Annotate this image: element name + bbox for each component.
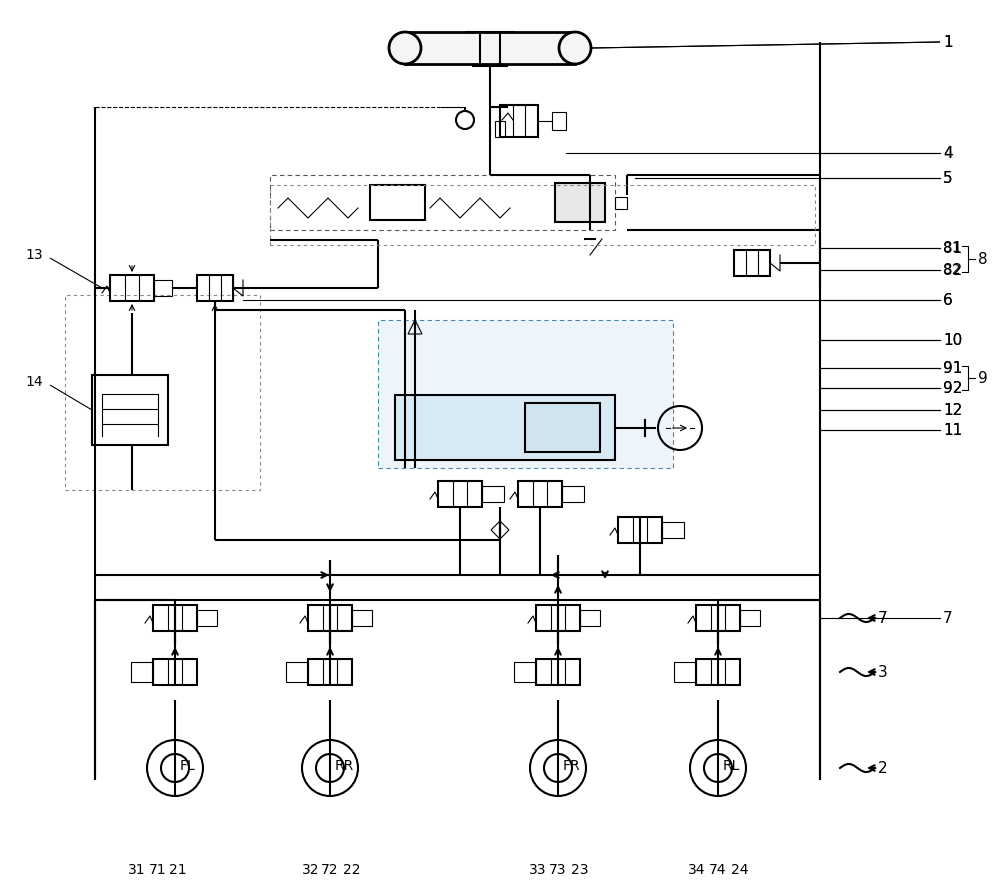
Bar bbox=[395, 395, 615, 460]
Bar bbox=[536, 605, 580, 631]
Bar bbox=[153, 605, 197, 631]
Text: 7: 7 bbox=[878, 610, 888, 625]
Text: 24: 24 bbox=[731, 863, 749, 877]
Text: 5: 5 bbox=[943, 170, 953, 185]
Text: 2: 2 bbox=[878, 761, 888, 776]
Text: RL: RL bbox=[723, 759, 740, 773]
Text: 12: 12 bbox=[943, 402, 962, 418]
Bar bbox=[482, 486, 504, 502]
Text: 4: 4 bbox=[943, 145, 953, 160]
Text: 9: 9 bbox=[978, 371, 988, 385]
Bar bbox=[65, 295, 260, 490]
Text: 21: 21 bbox=[169, 863, 187, 877]
Bar bbox=[110, 275, 154, 301]
Text: 6: 6 bbox=[943, 292, 953, 307]
Text: 73: 73 bbox=[549, 863, 567, 877]
Bar bbox=[131, 662, 153, 682]
Text: 10: 10 bbox=[943, 332, 962, 348]
Text: RR: RR bbox=[335, 759, 354, 773]
Bar bbox=[696, 605, 740, 631]
Bar bbox=[518, 481, 562, 507]
Bar bbox=[286, 662, 308, 682]
Bar bbox=[555, 183, 605, 222]
Bar bbox=[525, 403, 600, 452]
Bar bbox=[740, 610, 760, 626]
Bar bbox=[308, 659, 352, 685]
Text: 10: 10 bbox=[943, 332, 962, 348]
Text: FR: FR bbox=[563, 759, 581, 773]
Bar bbox=[154, 280, 172, 296]
Bar bbox=[92, 375, 168, 445]
Bar bbox=[618, 517, 662, 543]
Text: 8: 8 bbox=[978, 252, 988, 266]
Bar bbox=[552, 112, 566, 130]
Bar bbox=[662, 522, 684, 538]
Text: 4: 4 bbox=[943, 145, 953, 160]
Text: 6: 6 bbox=[943, 292, 953, 307]
Bar bbox=[734, 250, 770, 276]
Bar bbox=[580, 610, 600, 626]
Text: 11: 11 bbox=[943, 423, 962, 437]
Text: 82: 82 bbox=[943, 263, 961, 277]
Text: 74: 74 bbox=[709, 863, 727, 877]
Text: 1: 1 bbox=[943, 35, 953, 49]
Bar bbox=[378, 320, 673, 468]
Text: 81: 81 bbox=[943, 240, 962, 255]
Bar bbox=[615, 196, 627, 209]
Text: FL: FL bbox=[180, 759, 196, 773]
Text: 34: 34 bbox=[688, 863, 706, 877]
Bar bbox=[370, 185, 425, 220]
Text: 14: 14 bbox=[25, 375, 43, 389]
Bar bbox=[562, 486, 584, 502]
Text: 31: 31 bbox=[128, 863, 146, 877]
Text: 13: 13 bbox=[25, 248, 43, 262]
Bar bbox=[270, 185, 815, 245]
Text: 71: 71 bbox=[149, 863, 167, 877]
Text: 72: 72 bbox=[321, 863, 339, 877]
Bar bbox=[438, 481, 482, 507]
Text: 7: 7 bbox=[943, 610, 953, 625]
Text: 33: 33 bbox=[529, 863, 547, 877]
Bar bbox=[197, 275, 233, 301]
Text: 23: 23 bbox=[571, 863, 589, 877]
Circle shape bbox=[559, 32, 591, 64]
Text: 82: 82 bbox=[943, 263, 962, 278]
Text: 92: 92 bbox=[943, 381, 962, 395]
Bar bbox=[153, 659, 197, 685]
Bar bbox=[352, 610, 372, 626]
Bar bbox=[270, 175, 615, 230]
Text: 32: 32 bbox=[302, 863, 320, 877]
Bar bbox=[500, 105, 538, 137]
Text: 22: 22 bbox=[343, 863, 361, 877]
Bar bbox=[197, 610, 217, 626]
Text: 5: 5 bbox=[943, 170, 953, 185]
Bar bbox=[495, 121, 505, 137]
Bar bbox=[514, 662, 536, 682]
Text: 1: 1 bbox=[943, 35, 953, 49]
Bar bbox=[405, 32, 575, 64]
Text: 91: 91 bbox=[943, 360, 962, 375]
Text: 12: 12 bbox=[943, 402, 962, 418]
Text: 91: 91 bbox=[943, 360, 962, 375]
Bar bbox=[696, 659, 740, 685]
Text: 3: 3 bbox=[878, 665, 888, 679]
Bar bbox=[674, 662, 696, 682]
Circle shape bbox=[389, 32, 421, 64]
Text: 81: 81 bbox=[943, 241, 961, 255]
Bar bbox=[536, 659, 580, 685]
Text: 92: 92 bbox=[943, 381, 962, 395]
Text: 11: 11 bbox=[943, 423, 962, 437]
Bar bbox=[308, 605, 352, 631]
